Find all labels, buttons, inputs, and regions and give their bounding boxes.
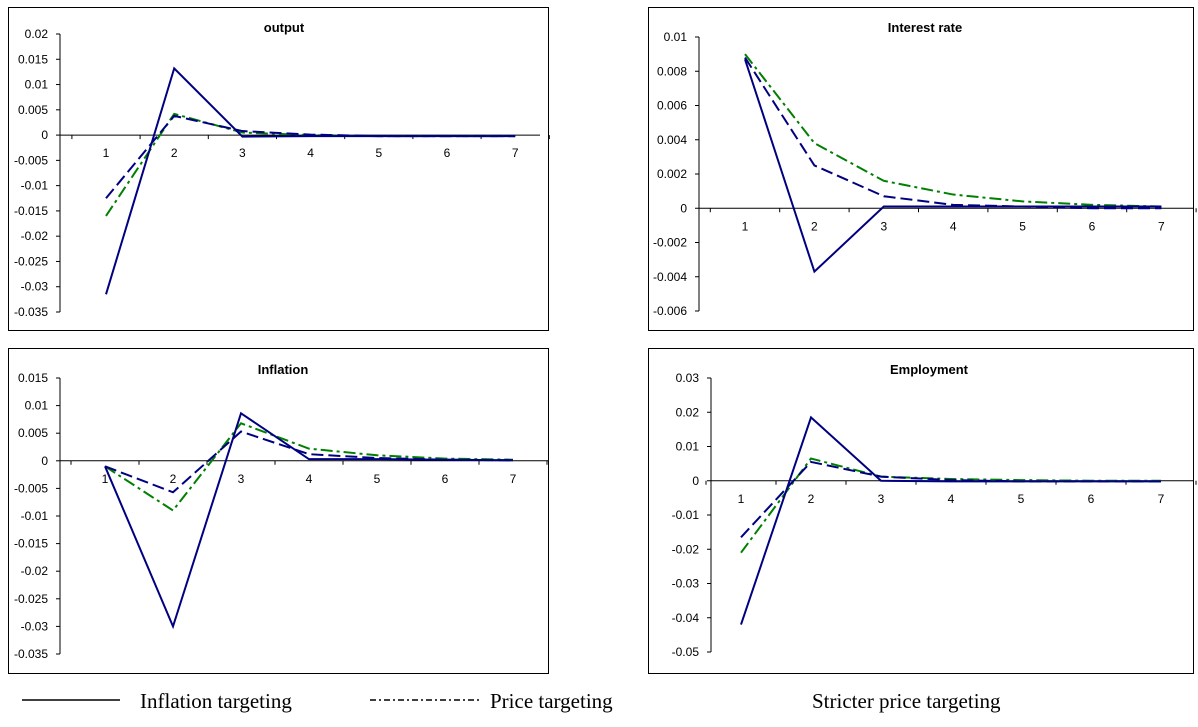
chart-frame xyxy=(8,7,549,331)
y-tick-label: 0 xyxy=(692,474,699,488)
x-tick-label: 5 xyxy=(374,472,381,486)
y-tick-label: 0 xyxy=(41,128,48,142)
y-tick-label: -0.02 xyxy=(672,542,700,556)
y-tick-label: -0.002 xyxy=(653,236,687,250)
y-tick-label: 0.008 xyxy=(657,64,687,78)
y-tick-label: -0.005 xyxy=(14,153,48,167)
x-tick-label: 7 xyxy=(512,146,519,160)
legend-label-price-targeting: Price targeting xyxy=(490,689,613,713)
x-tick-label: 4 xyxy=(950,219,957,233)
x-tick-label: 4 xyxy=(307,146,314,160)
series-line-stricter-price-targeting xyxy=(104,422,514,512)
y-tick-label: -0.02 xyxy=(21,229,49,243)
y-tick-label: -0.006 xyxy=(653,304,687,318)
y-tick-label: 0.01 xyxy=(25,78,49,92)
x-tick-label: 2 xyxy=(808,492,815,506)
y-tick-label: -0.03 xyxy=(21,619,49,633)
y-tick-label: -0.005 xyxy=(14,481,48,495)
y-tick-label: -0.01 xyxy=(672,508,700,522)
x-tick-label: 1 xyxy=(102,472,109,486)
x-tick-label: 1 xyxy=(738,492,745,506)
y-tick-label: 0.004 xyxy=(657,133,687,147)
chart-output: 0.02 0.015 0.01 0.005 0 -0.005 -0.01 -0.015 -0.0… xyxy=(8,7,550,331)
series-line-inflation-targeting xyxy=(740,415,1161,625)
legend-label-inflation-targeting: Inflation targeting xyxy=(140,689,292,713)
y-tick-label: 0.02 xyxy=(676,405,700,419)
x-tick-label: 6 xyxy=(1088,492,1095,506)
series-line-inflation-targeting xyxy=(105,66,516,295)
y-tick-label: -0.02 xyxy=(21,564,49,578)
legend-dashdot-line-sample xyxy=(370,699,480,701)
chart-inflation: 0.015 0.01 0.005 0 -0.005 -0.01 -0.015 -0.02 -0.… xyxy=(8,348,549,674)
x-tick-label: 1 xyxy=(742,219,749,233)
x-tick-label: 2 xyxy=(171,146,178,160)
series-line-stricter-price-targeting xyxy=(744,53,1162,208)
x-tick-label: 1 xyxy=(103,146,110,160)
y-tick-label: 0 xyxy=(680,201,687,215)
x-tick-label: 7 xyxy=(510,472,517,486)
y-tick-label: 0.005 xyxy=(18,426,48,440)
chart-frame xyxy=(8,348,549,674)
x-tick-label: 6 xyxy=(444,146,451,160)
x-tick-label: 5 xyxy=(375,146,382,160)
x-tick-label: 5 xyxy=(1018,492,1025,506)
y-tick-label: -0.035 xyxy=(14,305,48,319)
y-tick-label: -0.025 xyxy=(14,254,48,268)
x-tick-label: 7 xyxy=(1158,219,1165,233)
x-tick-label: 3 xyxy=(239,146,246,160)
y-tick-label: -0.01 xyxy=(21,509,49,523)
y-tick-label: -0.025 xyxy=(14,592,48,606)
chart-title: Employment xyxy=(890,362,969,377)
y-tick-label: -0.015 xyxy=(14,204,48,218)
y-tick-label: -0.03 xyxy=(672,577,700,591)
y-tick-label: -0.04 xyxy=(672,611,700,625)
y-tick-label: 0.006 xyxy=(657,99,687,113)
chart-frame xyxy=(648,348,1194,674)
x-tick-label: 6 xyxy=(442,472,449,486)
series-line-inflation-targeting xyxy=(104,411,514,630)
x-tick-label: 6 xyxy=(1089,219,1096,233)
x-tick-label: 2 xyxy=(811,219,818,233)
x-tick-label: 7 xyxy=(1158,492,1165,506)
x-tick-label: 3 xyxy=(238,472,245,486)
legend-solid-line-sample xyxy=(22,699,120,701)
y-tick-label: 0.005 xyxy=(18,103,48,117)
y-tick-label: 0.002 xyxy=(657,167,687,181)
y-tick-label: -0.03 xyxy=(21,280,49,294)
y-tick-label: 0.015 xyxy=(18,371,48,385)
y-tick-label: -0.01 xyxy=(21,179,49,193)
chart-frame xyxy=(648,7,1194,331)
x-tick-label: 5 xyxy=(1019,219,1026,233)
y-tick-label: 0.015 xyxy=(18,52,48,66)
series-line-price-targeting xyxy=(744,57,1162,210)
chart-employment: 0.03 0.02 0.01 0 -0.01 -0.02 -0.03 -0.04 -0.05 1 2… xyxy=(648,348,1197,674)
legend-label-stricter-price-targeting: Stricter price targeting xyxy=(812,689,1001,713)
chart-title: Interest rate xyxy=(888,20,962,35)
series-line-inflation-targeting xyxy=(744,58,1162,274)
y-tick-label: 0.03 xyxy=(676,371,700,385)
y-tick-label: 0 xyxy=(41,454,48,468)
y-tick-label: -0.015 xyxy=(14,537,48,551)
y-tick-label: -0.035 xyxy=(14,647,48,661)
x-tick-label: 3 xyxy=(878,492,885,506)
x-tick-label: 3 xyxy=(880,219,887,233)
y-tick-label: 0.01 xyxy=(676,440,700,454)
x-tick-label: 2 xyxy=(170,472,177,486)
y-tick-label: -0.004 xyxy=(653,270,687,284)
chart-title: output xyxy=(264,20,305,35)
chart-interest-rate: 0.01 0.008 0.006 0.004 0.002 0 -0.002 -0.004 -0.… xyxy=(648,7,1197,331)
y-tick-label: -0.05 xyxy=(672,645,700,659)
chart-title: Inflation xyxy=(258,362,309,377)
y-tick-label: 0.01 xyxy=(25,399,49,413)
x-tick-label: 4 xyxy=(948,492,955,506)
y-tick-label: 0.02 xyxy=(25,27,49,41)
x-tick-label: 4 xyxy=(306,472,313,486)
series-line-price-targeting xyxy=(104,430,514,494)
y-tick-label: 0.01 xyxy=(664,30,688,44)
